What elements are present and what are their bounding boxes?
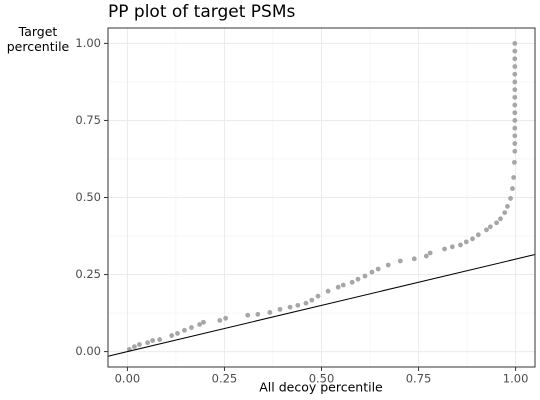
point: [355, 276, 361, 282]
point: [510, 186, 515, 191]
point: [512, 118, 518, 123]
point: [223, 315, 229, 321]
point: [487, 224, 493, 230]
x-tick-label: 0.75: [406, 372, 432, 386]
point: [150, 338, 156, 343]
point: [362, 273, 368, 279]
point: [145, 340, 150, 346]
y-tick-label: 0.25: [75, 267, 101, 281]
point: [217, 318, 223, 323]
point: [442, 246, 447, 252]
reference-line: [107, 254, 536, 357]
panel-border: [107, 27, 536, 368]
point: [340, 282, 346, 288]
y-tick-label: 1.00: [75, 36, 101, 50]
y-tick-label: 0.50: [75, 190, 101, 204]
point: [512, 102, 518, 108]
point: [287, 304, 293, 310]
y-axis-label: Target percentile: [6, 24, 70, 54]
point: [137, 342, 142, 347]
point: [512, 87, 518, 93]
point: [182, 327, 187, 333]
point: [245, 312, 251, 318]
y-tick-label: 0.75: [75, 113, 101, 127]
point: [267, 310, 273, 315]
point: [303, 300, 309, 306]
point: [201, 319, 206, 325]
y-tick-label: 0.00: [75, 344, 101, 358]
point: [475, 232, 481, 238]
point: [512, 79, 518, 85]
x-axis-label: All decoy percentile: [259, 380, 383, 395]
point: [175, 331, 180, 336]
point: [512, 71, 518, 77]
point: [458, 242, 463, 248]
point: [449, 244, 455, 250]
point: [325, 288, 331, 294]
point: [397, 258, 403, 264]
point: [295, 302, 301, 308]
point: [498, 216, 503, 222]
point: [512, 148, 518, 154]
point: [512, 110, 518, 116]
chart-title: PP plot of target PSMs: [108, 2, 295, 22]
point: [512, 64, 518, 69]
point: [512, 141, 518, 146]
point: [423, 253, 429, 259]
point: [157, 337, 163, 342]
point: [463, 239, 469, 245]
point: [512, 159, 517, 165]
point: [255, 311, 261, 317]
x-tick-label: 0.25: [212, 372, 238, 386]
point: [512, 125, 518, 131]
point: [131, 344, 137, 350]
point: [502, 210, 508, 216]
point: [375, 266, 381, 272]
point: [494, 220, 499, 226]
point: [512, 41, 518, 46]
point: [411, 256, 417, 262]
point: [277, 306, 283, 312]
point: [512, 56, 518, 62]
point: [169, 333, 175, 338]
point: [505, 204, 510, 209]
point: [511, 175, 517, 180]
point: [197, 322, 203, 327]
point: [335, 284, 341, 290]
point: [385, 262, 391, 268]
point: [349, 279, 355, 285]
point: [512, 48, 518, 54]
point: [309, 297, 315, 303]
x-tick-label: 0.50: [309, 372, 335, 386]
point: [512, 133, 518, 139]
point: [470, 236, 475, 242]
point: [512, 94, 518, 100]
x-tick-label: 1.00: [503, 372, 529, 386]
point: [484, 227, 489, 233]
point: [189, 325, 194, 330]
x-tick-label: 0.00: [115, 372, 141, 386]
point: [508, 196, 513, 201]
point: [427, 250, 433, 256]
point: [315, 293, 321, 299]
point: [369, 269, 375, 275]
